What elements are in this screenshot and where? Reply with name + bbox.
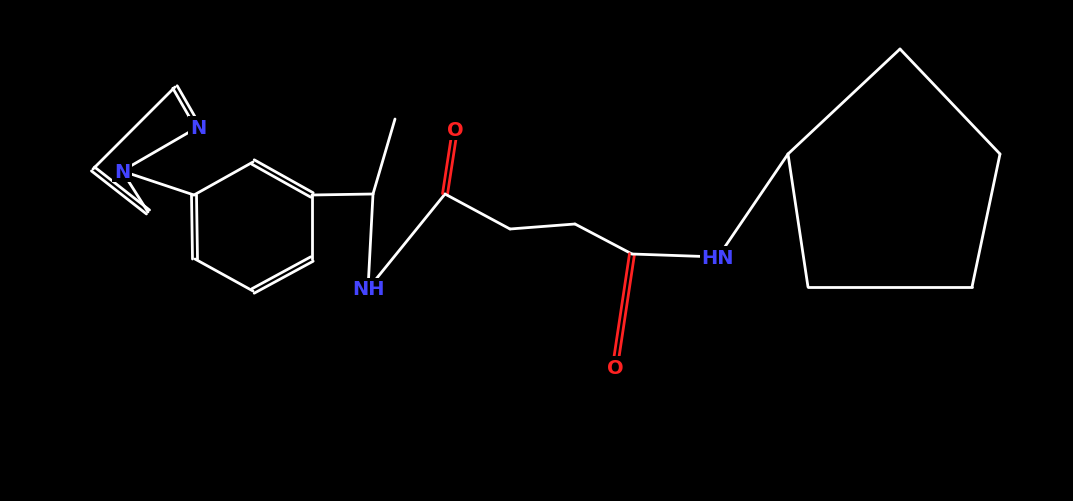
Text: N: N <box>190 118 206 137</box>
Text: O: O <box>606 358 623 377</box>
Text: N: N <box>114 162 130 181</box>
Text: O: O <box>446 120 464 139</box>
Text: HN: HN <box>702 248 734 267</box>
Text: NH: NH <box>352 280 384 299</box>
